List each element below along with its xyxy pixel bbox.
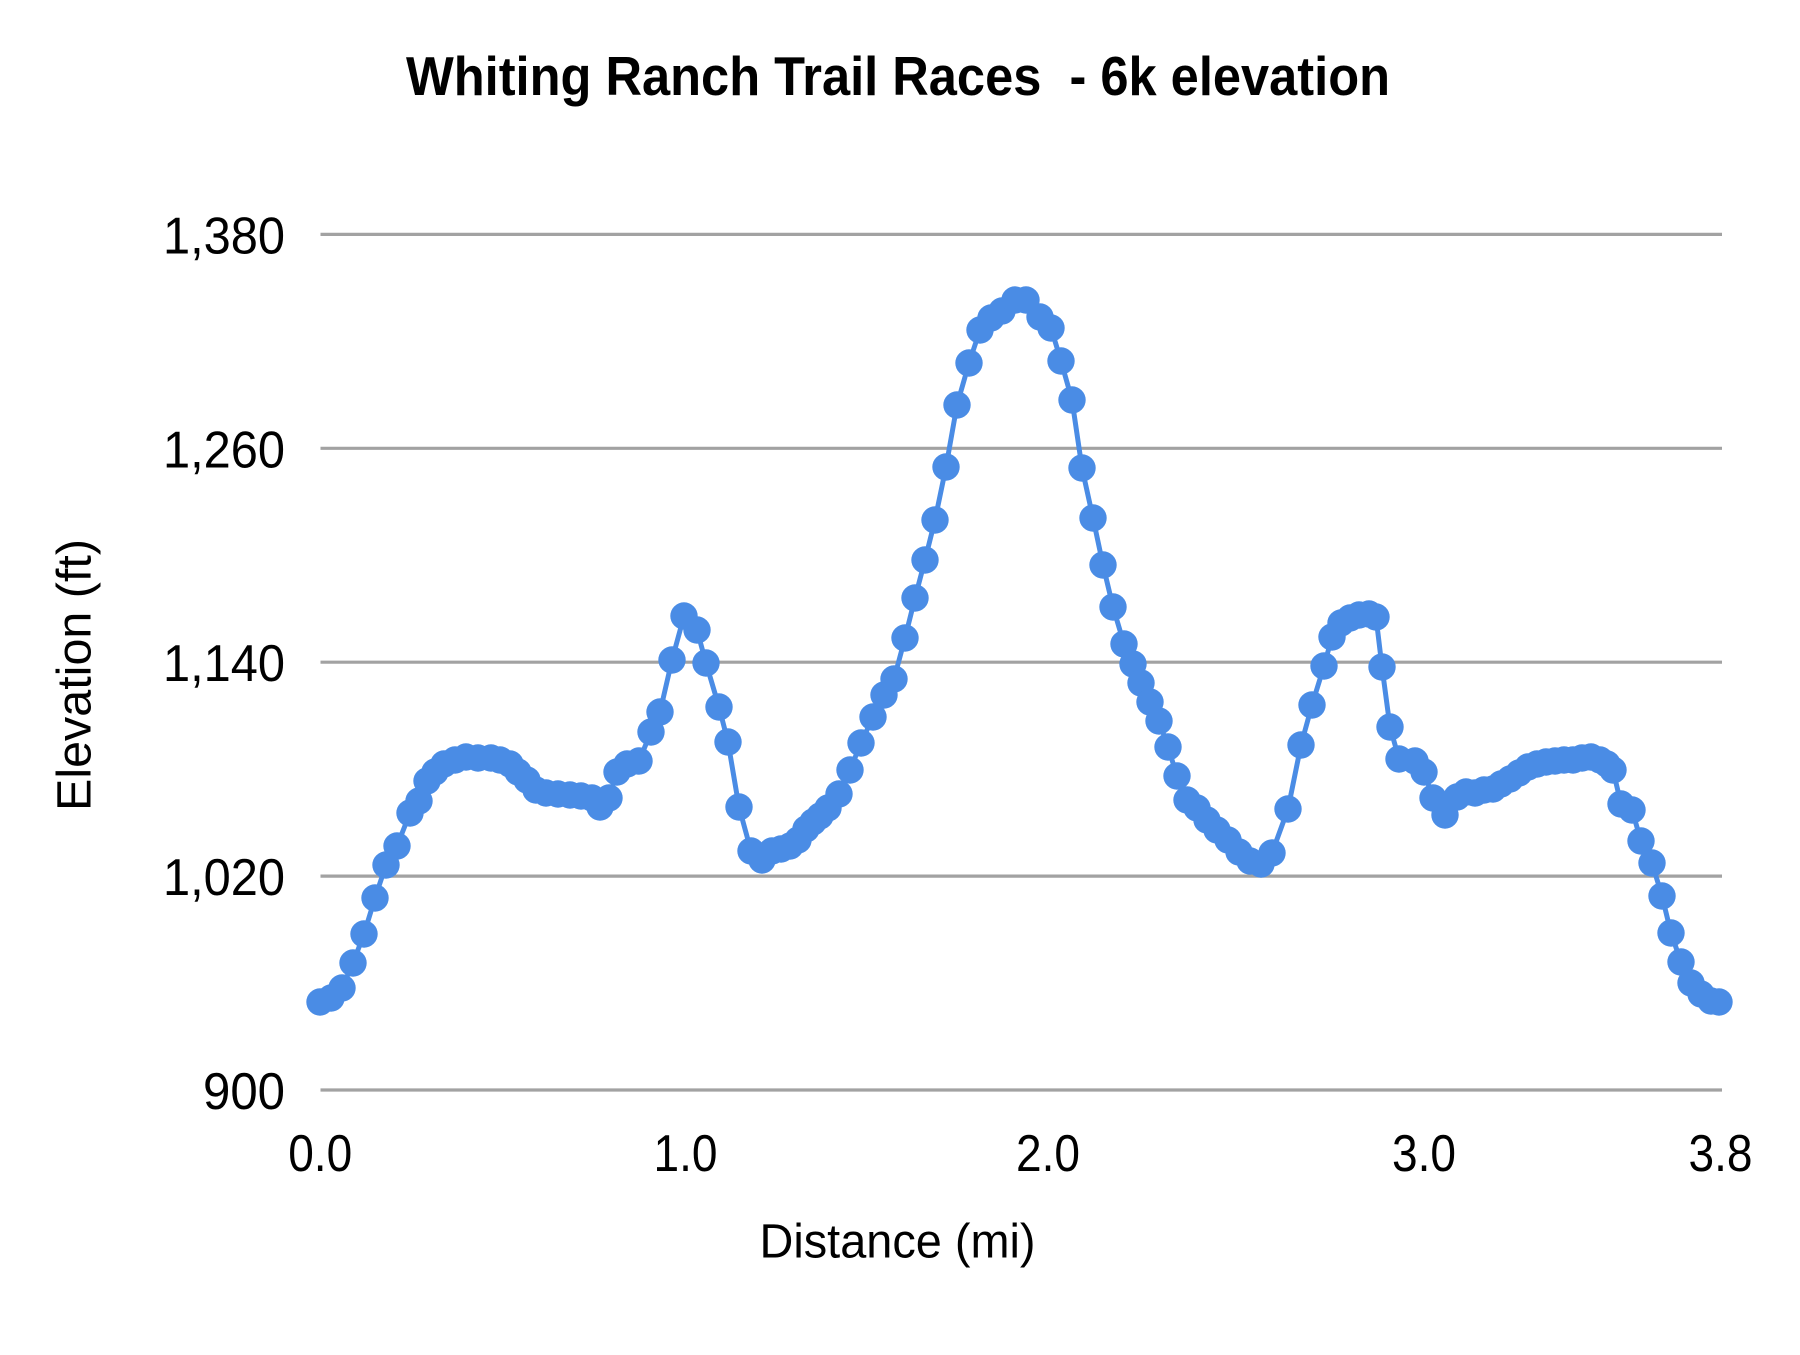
svg-text:2.0: 2.0	[1016, 1125, 1080, 1183]
svg-text:1,020: 1,020	[163, 849, 285, 907]
svg-text:1,380: 1,380	[163, 207, 285, 265]
svg-text:3.0: 3.0	[1392, 1125, 1456, 1183]
svg-text:1,260: 1,260	[163, 421, 285, 479]
svg-text:0.0: 0.0	[288, 1125, 352, 1183]
svg-text:Whiting Ranch Trail Races - 6: Whiting Ranch Trail Races - 6k elevation	[406, 45, 1390, 107]
svg-text:Distance (mi): Distance (mi)	[760, 1216, 1036, 1269]
svg-text:1,140: 1,140	[163, 635, 285, 693]
svg-text:900: 900	[203, 1063, 285, 1121]
svg-text:1.0: 1.0	[654, 1125, 718, 1183]
svg-text:3.8: 3.8	[1689, 1125, 1753, 1183]
svg-text:Elevation (ft): Elevation (ft)	[49, 539, 102, 811]
